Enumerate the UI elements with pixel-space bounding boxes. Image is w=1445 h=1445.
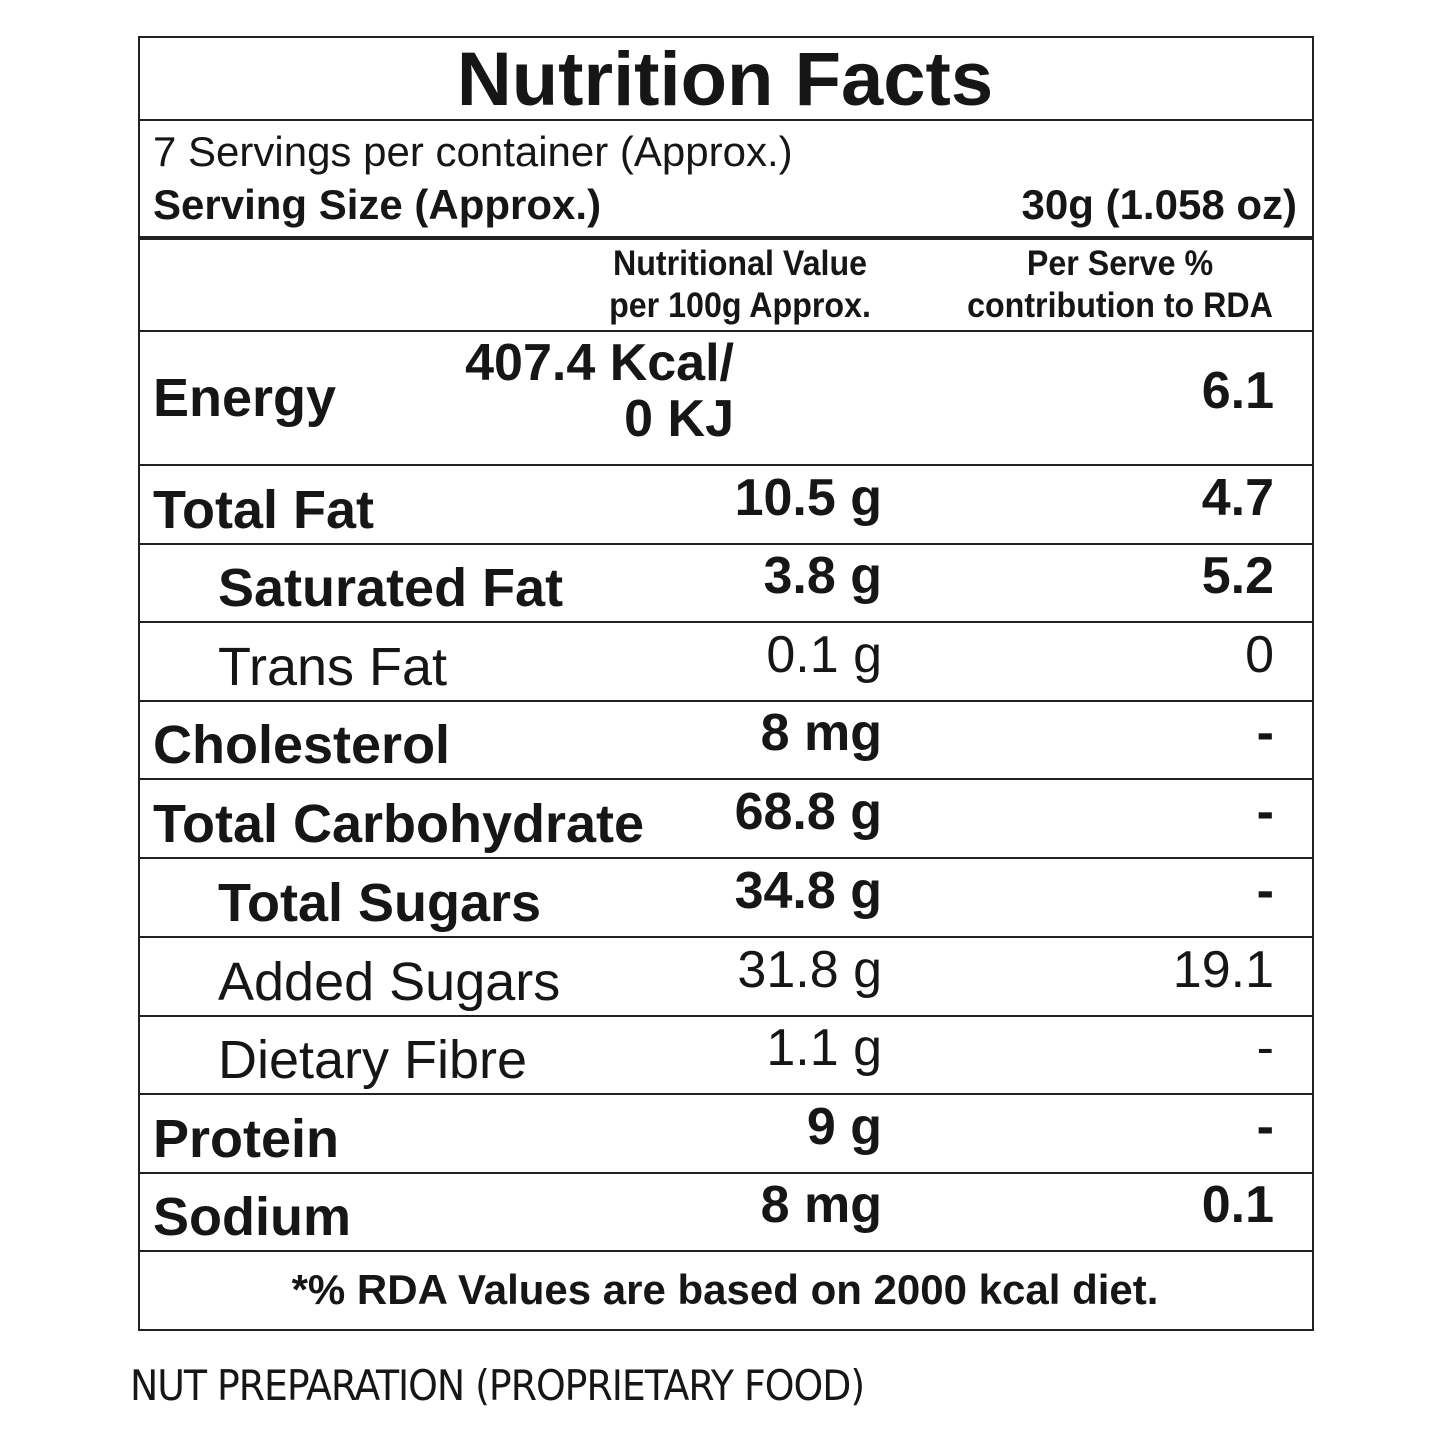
rda-value: 4.7 [1201, 468, 1274, 527]
title: Nutrition Facts [456, 36, 994, 122]
nutrient-name: Trans Fat [218, 636, 448, 697]
nutrient-value: 8 mg [760, 1176, 882, 1234]
rda-value: - [1256, 861, 1274, 920]
nutrient-value: 8 mg [760, 704, 882, 762]
divider [138, 857, 1312, 859]
nutrient-row: Saturated Fat 3.8 g 5.2 [138, 544, 1312, 622]
nutrient-value: 3.8 g [763, 547, 883, 605]
rda-value: 5.2 [1201, 547, 1274, 605]
rda-value: 0.1 [1201, 1176, 1274, 1234]
nutrient-row: Total Carbohydrate 68.8 g - [138, 779, 1312, 858]
header-line: Nutritional Value [612, 244, 868, 283]
nutrient-row: Total Sugars 34.8 g - [138, 858, 1312, 937]
header-line: Per Serve % [1026, 244, 1214, 283]
nutrient-value: 68.8 g [734, 782, 882, 841]
rda-value: 6.1 [1201, 362, 1274, 420]
divider [138, 1250, 1312, 1252]
nutrient-value: 31.8 g [737, 940, 882, 999]
divider [138, 621, 1312, 623]
divider [138, 330, 1312, 332]
nutrient-name: Sodium [153, 1187, 351, 1247]
nutrient-value: 407.4 Kcal/0 KJ [465, 331, 734, 451]
value-line: 407.4 Kcal/ [465, 334, 734, 392]
serving-size-value: 30g (1.058 oz) [1021, 181, 1297, 228]
divider [138, 1093, 1312, 1095]
nutrient-value: 9 g [806, 1097, 882, 1156]
divider [138, 119, 1312, 121]
nutrient-row: Protein 9 g - [138, 1094, 1312, 1173]
value-line: 0 KJ [624, 390, 734, 448]
nutrient-name: Energy [153, 368, 337, 428]
product-type: NUT PREPARATION (PROPRIETARY FOOD) [130, 1360, 865, 1410]
nutrient-value: 0.1 g [766, 625, 882, 684]
nutrient-name: Total Fat [153, 479, 374, 540]
nutrient-row: Total Fat 10.5 g 4.7 [138, 465, 1312, 544]
rda-value: 19.1 [1172, 940, 1274, 999]
nutrient-name: Saturated Fat [218, 558, 564, 618]
rda-value: - [1256, 782, 1274, 841]
nutrient-row: Cholesterol 8 mg - [138, 701, 1312, 779]
serving-size-label: Serving Size (Approx.) [153, 181, 602, 228]
nutrient-row: Sodium 8 mg 0.1 [138, 1173, 1312, 1251]
footnote: *% RDA Values are based on 2000 kcal die… [291, 1266, 1159, 1313]
divider [138, 936, 1312, 938]
value-header: Nutritional Value per 100g Approx. [574, 242, 905, 328]
rda-value: 0 [1245, 625, 1274, 684]
rda-value: - [1256, 1019, 1274, 1077]
rda-value: - [1256, 704, 1274, 762]
header-line: per 100g Approx. [609, 286, 871, 325]
label-border [138, 36, 1314, 1331]
nutrient-name: Dietary Fibre [218, 1030, 528, 1090]
nutrient-value: 34.8 g [734, 861, 882, 920]
header-line: contribution to RDA [967, 286, 1273, 325]
divider [138, 700, 1312, 702]
nutrient-row: Energy 407.4 Kcal/0 KJ 6.1 [138, 331, 1312, 465]
servings: 7 Servings per container (Approx.) [153, 128, 793, 175]
nutrient-row: Dietary Fibre 1.1 g - [138, 1016, 1312, 1094]
rda-header: Per Serve % contribution to RDA [950, 242, 1290, 328]
nutrient-value: 1.1 g [766, 1019, 882, 1077]
nutrient-value: 10.5 g [734, 468, 882, 527]
nutrient-name: Protein [153, 1108, 340, 1169]
divider [138, 464, 1312, 466]
nutrient-row: Trans Fat 0.1 g 0 [138, 622, 1312, 701]
divider [138, 1172, 1312, 1174]
nutrient-name: Cholesterol [153, 715, 451, 775]
nutrient-row: Added Sugars 31.8 g 19.1 [138, 937, 1312, 1016]
divider [138, 1015, 1312, 1017]
divider [138, 543, 1312, 545]
nutrient-name: Total Sugars [218, 872, 542, 933]
divider [138, 236, 1312, 240]
divider [138, 778, 1312, 780]
nutrient-name: Added Sugars [218, 951, 561, 1012]
nutrient-name: Total Carbohydrate [153, 793, 645, 854]
rda-value: - [1256, 1097, 1274, 1156]
